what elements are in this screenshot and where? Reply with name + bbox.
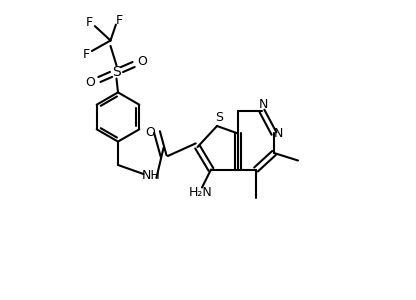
Text: S: S — [215, 111, 223, 124]
Text: N: N — [259, 98, 268, 111]
Text: N: N — [273, 127, 283, 140]
Text: F: F — [83, 47, 90, 61]
Text: F: F — [86, 16, 93, 29]
Text: NH: NH — [141, 169, 161, 182]
Text: O: O — [146, 126, 155, 139]
Text: F: F — [116, 14, 123, 28]
Text: S: S — [112, 65, 121, 79]
Text: O: O — [85, 76, 95, 89]
Text: H₂N: H₂N — [188, 185, 213, 199]
Text: O: O — [138, 55, 148, 68]
